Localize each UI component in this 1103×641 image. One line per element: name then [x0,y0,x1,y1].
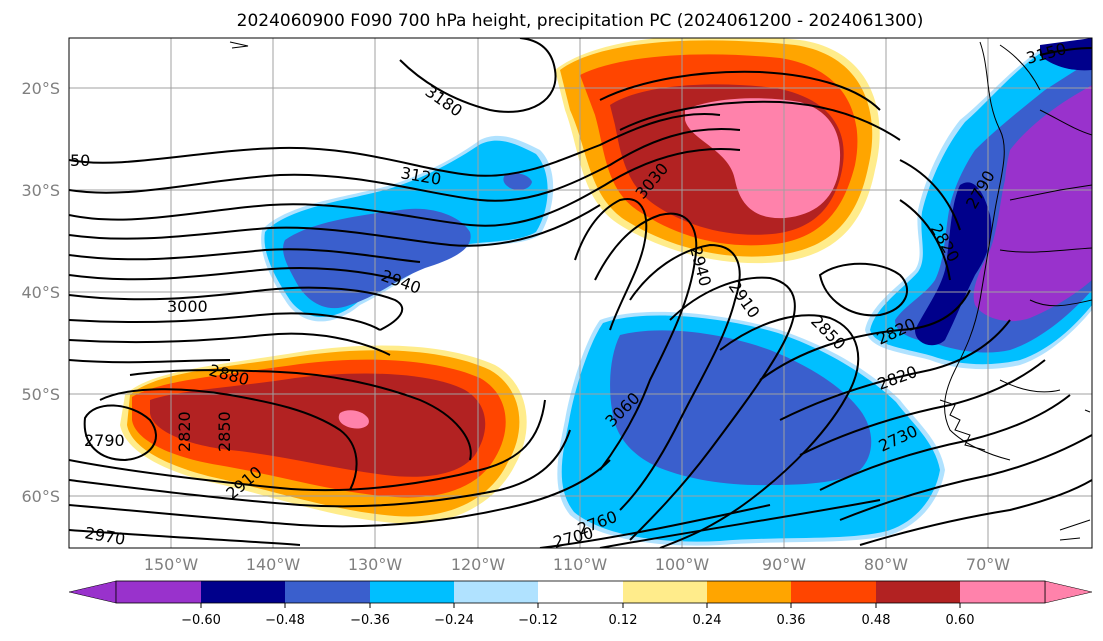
colorbar-segment [538,581,623,603]
lon-label: 110°W [553,555,608,574]
lat-label: 40°S [21,283,60,302]
lat-label: 50°S [21,385,60,404]
contour-label: 2820 [175,411,194,452]
colorbar [68,580,1093,604]
colorbar-segment [623,581,707,603]
contour-label: 2790 [84,431,125,450]
lon-label: 100°W [655,555,710,574]
colorbar-tick-label: −0.12 [518,613,558,628]
latitude-labels: 20°S 30°S 40°S 50°S 60°S [21,79,60,506]
colorbar-tick-label: 0.12 [609,613,638,628]
colorbar-ticks: −0.60 −0.48 −0.36 −0.24 −0.12 0.12 0.24 … [181,603,974,628]
contour-label: 2850 [215,411,234,452]
colorbar-segment [960,581,1045,603]
height-contours [69,38,1092,548]
colorbar-segment [876,581,960,603]
contour-label: 3000 [167,297,208,316]
colorbar-segment [116,581,201,603]
coastline [229,41,1092,541]
colorbar-segment [707,581,791,603]
colorbar-tick-label: −0.48 [265,613,305,628]
lon-label: 90°W [762,555,806,574]
chart-title: 2024060900 F090 700 hPa height, precipit… [237,11,924,31]
colorbar-segment [201,581,285,603]
colorbar-tick-label: 0.36 [777,613,806,628]
contour-label: 50 [70,151,90,170]
lon-label: 130°W [348,555,403,574]
lat-label: 60°S [21,487,60,506]
lat-label: 20°S [21,79,60,98]
lon-label: 70°W [966,555,1010,574]
colorbar-tick-label: 0.48 [862,613,891,628]
lon-label: 140°W [246,555,301,574]
colorbar-tick-label: 0.24 [693,613,722,628]
colorbar-segment [370,581,454,603]
colorbar-segment [791,581,876,603]
colorbar-tick-label: −0.60 [181,613,221,628]
lon-label: 120°W [451,555,506,574]
lon-label: 150°W [144,555,199,574]
longitude-labels: 150°W 140°W 130°W 120°W 110°W 100°W 90°W… [144,555,1010,574]
colorbar-segment [285,581,370,603]
lon-label: 80°W [864,555,908,574]
colorbar-min-extend [68,580,117,604]
colorbar-tick-label: −0.24 [434,613,474,628]
colorbar-outline [115,580,1046,604]
colorbar-tick-label: 0.60 [946,613,975,628]
lat-label: 30°S [21,181,60,200]
colorbar-segment [454,581,538,603]
colorbar-tick-label: −0.36 [350,613,390,628]
map-frame [68,37,1093,549]
colorbar-max-extend [1044,580,1093,604]
map-panel: 3180 3120 50 3000 2940 3030 2940 2910 28… [69,38,1092,548]
